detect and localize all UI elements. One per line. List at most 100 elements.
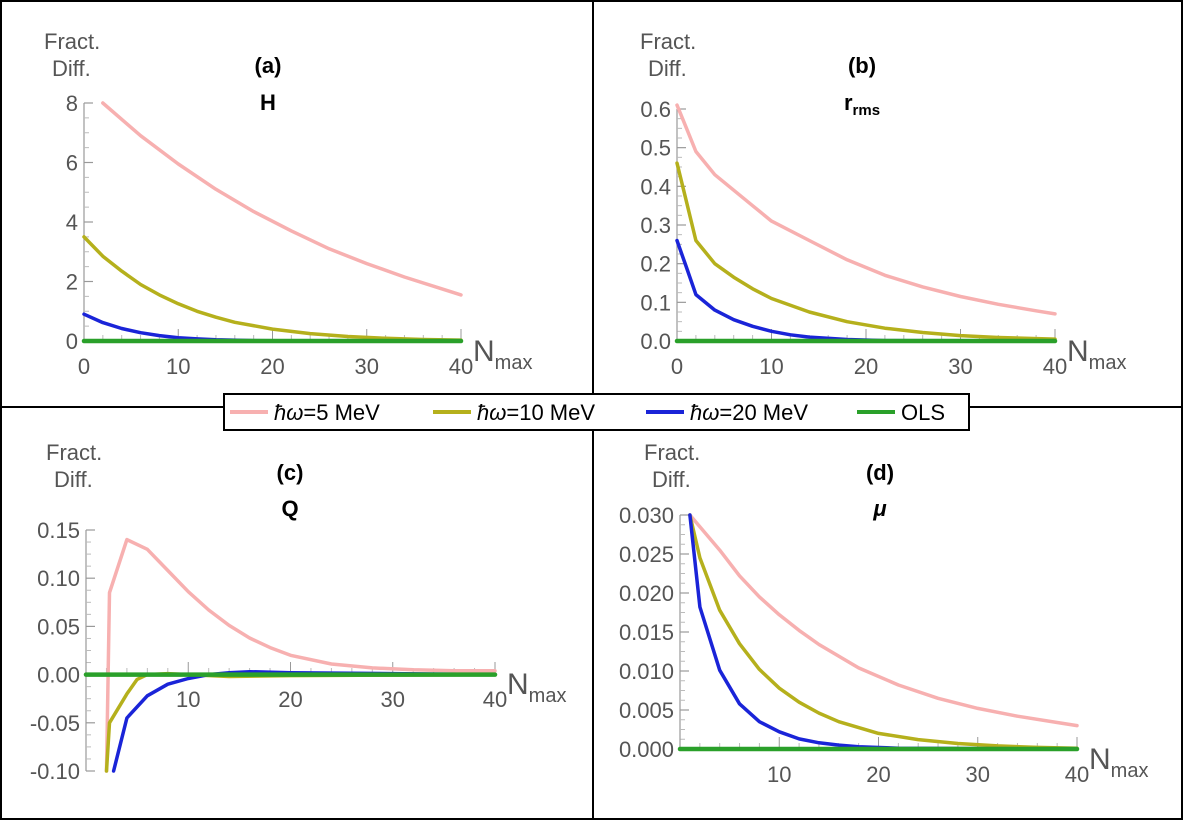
legend-label-value: OLS xyxy=(901,400,945,425)
series-line-hw5 xyxy=(688,513,1079,728)
legend-label: OLS xyxy=(901,400,945,425)
y-axis-label-line2: Diff. xyxy=(652,467,691,492)
y-axis-label-line1: Fract. xyxy=(640,29,696,54)
x-tick-label: 30 xyxy=(355,354,379,379)
x-tick-label: 10 xyxy=(166,354,190,379)
y-tick-label: 0.10 xyxy=(37,566,80,591)
y-tick-label: 6 xyxy=(66,151,78,176)
x-tick-label: 10 xyxy=(176,687,200,712)
panel-3: 0.000 0.005 0.010 0.015 0.020 0.025 0.030 10 20 3… xyxy=(619,440,1149,787)
x-tick-label: 40 xyxy=(483,687,507,712)
y-axis-label-line2: Diff. xyxy=(54,467,93,492)
observable-sub: rms xyxy=(853,102,881,119)
series-line-hw10 xyxy=(675,161,1057,341)
legend: ħω=5 MeV ħω=10 MeV ħω=20 MeV OLS xyxy=(223,393,970,431)
y-tick-label: 0.025 xyxy=(619,542,674,567)
y-tick-label: 0.05 xyxy=(37,614,80,639)
y-axis-label-line1: Fract. xyxy=(644,440,700,465)
y-tick-label: 0.1 xyxy=(640,290,671,315)
x-tick-label: 40 xyxy=(449,354,473,379)
legend-label: ħω=10 MeV xyxy=(477,400,595,425)
y-tick-label: -0.10 xyxy=(30,759,80,784)
panel-label: (a) xyxy=(255,53,282,78)
y-tick-label: -0.05 xyxy=(30,711,80,736)
series-line-hw5 xyxy=(675,103,1057,316)
observable-label: H xyxy=(260,90,276,115)
observable-main: μ xyxy=(872,496,886,521)
x-axis-label-main: N xyxy=(1067,335,1089,368)
panel-label: (d) xyxy=(866,460,894,485)
panel-label: (b) xyxy=(848,53,876,78)
y-tick-label: 0 xyxy=(66,329,78,354)
x-tick-label: 20 xyxy=(866,762,890,787)
y-tick-label: 0.3 xyxy=(640,213,671,238)
y-tick-label: 4 xyxy=(66,210,78,235)
legend-box xyxy=(223,393,970,431)
y-axis-label-line1: Fract. xyxy=(46,440,102,465)
x-axis-label: Nmax xyxy=(507,668,566,707)
y-tick-label: 0.00 xyxy=(37,663,80,688)
series-line-hw5 xyxy=(101,101,463,297)
y-tick-label: 0.6 xyxy=(640,97,671,122)
y-tick-label: 0.0 xyxy=(640,329,671,354)
y-tick-label: 0.15 xyxy=(37,518,80,543)
legend-label-prefix: ħω xyxy=(274,400,303,425)
panel-2: -0.10 -0.05 0.00 0.05 0.10 0.15 10 20 30 40 Nmax Fr… xyxy=(30,440,567,784)
legend-label: ħω=5 MeV xyxy=(274,400,380,425)
x-axis-label-sub: max xyxy=(495,352,533,374)
y-tick-label: 0.005 xyxy=(619,698,674,723)
x-tick-label: 0 xyxy=(671,354,683,379)
series-line-hw10 xyxy=(688,513,1079,750)
x-axis-label: Nmax xyxy=(1067,335,1126,374)
legend-label-value: =5 MeV xyxy=(303,400,380,425)
x-axis-label-main: N xyxy=(473,335,495,368)
legend-label: ħω=20 MeV xyxy=(690,400,808,425)
x-tick-label: 10 xyxy=(759,354,783,379)
y-tick-label: 0.030 xyxy=(619,503,674,528)
x-tick-label: 30 xyxy=(966,762,990,787)
observable-label: rrms xyxy=(844,90,880,119)
y-tick-label: 2 xyxy=(66,270,78,295)
observable-main: r xyxy=(844,90,853,115)
observable-label: Q xyxy=(281,496,298,521)
x-tick-label: 30 xyxy=(381,687,405,712)
y-tick-label: 0.020 xyxy=(619,581,674,606)
observable-main: Q xyxy=(281,496,298,521)
x-tick-label: 30 xyxy=(948,354,972,379)
legend-label-value: =20 MeV xyxy=(719,400,808,425)
y-tick-label: 0.2 xyxy=(640,252,671,277)
x-tick-label: 10 xyxy=(767,762,791,787)
y-tick-label: 0.000 xyxy=(619,737,674,762)
y-tick-label: 0.4 xyxy=(640,174,671,199)
series-line-hw5 xyxy=(104,537,497,773)
x-axis-label: Nmax xyxy=(1089,743,1148,782)
panel-1: 0.0 0.1 0.2 0.3 0.4 0.5 0.6 0 10 20 30 40 Nmax Fract.… xyxy=(640,29,1126,379)
y-tick-label: 0.010 xyxy=(619,659,674,684)
series-line-hw20 xyxy=(688,513,1079,751)
y-tick-label: 8 xyxy=(66,91,78,116)
x-tick-label: 40 xyxy=(1065,762,1089,787)
x-tick-label: 20 xyxy=(278,687,302,712)
x-axis-label-sub: max xyxy=(1111,760,1149,782)
panel-0: 0 2 4 6 8 0 10 20 30 40 Nmax Fract.Diff. (a) H xyxy=(44,29,532,379)
y-tick-label: 0.015 xyxy=(619,620,674,645)
panel-label: (c) xyxy=(277,460,304,485)
y-axis-label-line2: Diff. xyxy=(52,56,91,81)
x-axis-label-main: N xyxy=(1089,743,1111,776)
x-tick-label: 20 xyxy=(854,354,878,379)
series-line-hw10 xyxy=(82,235,463,342)
y-axis-label-line1: Fract. xyxy=(44,29,100,54)
series-line-hw20 xyxy=(111,669,497,773)
observable-main: H xyxy=(260,90,276,115)
legend-label-prefix: ħω xyxy=(690,400,719,425)
x-axis-label: Nmax xyxy=(473,335,532,374)
x-tick-label: 0 xyxy=(78,354,90,379)
legend-label-prefix: ħω xyxy=(477,400,506,425)
x-tick-label: 40 xyxy=(1043,354,1067,379)
x-axis-label-main: N xyxy=(507,668,529,701)
x-tick-label: 20 xyxy=(260,354,284,379)
legend-label-value: =10 MeV xyxy=(506,400,595,425)
x-axis-label-sub: max xyxy=(529,685,567,707)
